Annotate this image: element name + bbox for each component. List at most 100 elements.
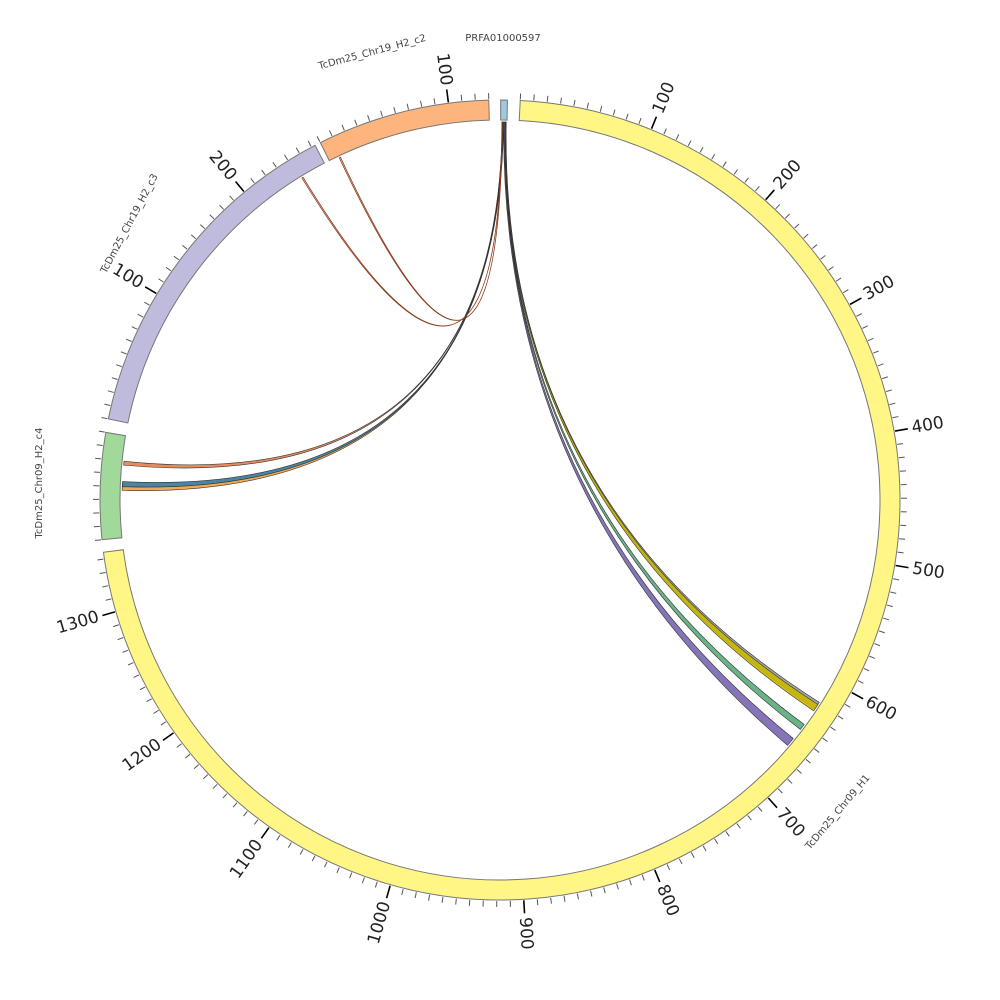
- minor-tick: [811, 244, 818, 249]
- minor-tick: [736, 823, 741, 829]
- link-H1[interactable]: [504, 121, 805, 730]
- tick-label: 1200: [119, 735, 166, 776]
- minor-tick: [131, 326, 138, 330]
- major-tick: [234, 180, 245, 192]
- minor-tick: [182, 245, 188, 250]
- chromosome-c3[interactable]: [107, 144, 325, 424]
- minor-tick: [814, 748, 820, 753]
- minor-tick: [638, 118, 642, 125]
- minor-tick: [678, 858, 683, 865]
- minor-tick: [625, 113, 629, 120]
- minor-tick: [690, 852, 695, 858]
- minor-tick: [229, 195, 234, 201]
- minor-tick: [127, 662, 134, 666]
- minor-tick: [144, 301, 150, 306]
- link-c2[interactable]: [338, 121, 503, 321]
- minor-tick: [219, 204, 225, 210]
- minor-tick: [892, 416, 899, 419]
- minor-tick: [883, 617, 890, 621]
- minor-tick: [222, 793, 228, 799]
- minor-tick: [203, 774, 209, 780]
- minor-tick: [341, 124, 345, 131]
- major-tick: [654, 869, 661, 883]
- minor-tick: [560, 97, 562, 104]
- minor-tick: [212, 783, 218, 789]
- major-tick: [650, 116, 658, 130]
- minor-tick: [886, 604, 893, 608]
- minor-tick: [787, 778, 793, 784]
- minor-tick: [158, 278, 164, 283]
- tick-label: 800: [652, 882, 683, 920]
- minor-tick: [276, 834, 281, 841]
- link-H1[interactable]: [504, 121, 819, 712]
- minor-tick: [744, 177, 749, 183]
- minor-tick: [243, 811, 248, 817]
- major-tick: [851, 691, 864, 700]
- minor-tick: [460, 94, 463, 101]
- chromosome-c4[interactable]: [99, 431, 127, 541]
- minor-tick: [822, 737, 828, 743]
- minor-tick: [393, 106, 396, 114]
- minor-tick: [354, 119, 358, 126]
- major-tick: [849, 297, 862, 306]
- chromosome-label: TcDm25_Chr09_H1: [803, 773, 873, 853]
- minor-tick: [546, 95, 549, 102]
- minor-tick: [777, 788, 783, 794]
- major-tick: [522, 900, 526, 914]
- chromosome-H1[interactable]: [102, 99, 901, 901]
- minor-tick: [107, 390, 114, 393]
- ideogram-layer: [99, 99, 901, 901]
- minor-tick: [120, 351, 127, 355]
- minor-tick: [299, 849, 304, 855]
- minor-tick: [185, 753, 191, 759]
- minor-tick: [96, 444, 103, 447]
- minor-tick: [733, 169, 738, 175]
- minor-tick: [284, 154, 289, 161]
- link-H1[interactable]: [503, 121, 794, 746]
- minor-tick: [835, 277, 842, 282]
- minor-tick: [414, 892, 417, 899]
- minor-tick: [890, 591, 897, 594]
- tick-label: 1100: [226, 836, 267, 883]
- minor-tick: [441, 896, 444, 903]
- minor-tick: [329, 130, 333, 137]
- minor-tick: [882, 376, 889, 380]
- links-layer: [121, 121, 820, 746]
- minor-tick: [794, 223, 800, 229]
- minor-tick: [757, 806, 763, 812]
- chromosome-PRFA01000597[interactable]: [500, 99, 508, 121]
- tick-label: 300: [860, 272, 898, 305]
- link-c4[interactable]: [121, 121, 504, 491]
- minor-tick: [261, 169, 266, 176]
- tick-label: 600: [862, 692, 900, 725]
- chromosome-c2[interactable]: [319, 99, 490, 162]
- minor-tick: [420, 100, 423, 107]
- minor-tick: [877, 363, 884, 367]
- minor-tick: [857, 680, 864, 684]
- chromosome-label: TcDm25_Chr09_H2_c4: [34, 428, 45, 540]
- minor-tick: [820, 255, 826, 260]
- minor-tick: [190, 234, 197, 240]
- tick-label: 1300: [54, 607, 101, 638]
- tick-label: 200: [205, 147, 241, 185]
- minor-tick: [133, 674, 140, 678]
- minor-tick: [139, 686, 146, 691]
- link-c3[interactable]: [301, 121, 503, 327]
- minor-tick: [805, 758, 811, 764]
- minor-tick: [307, 140, 312, 147]
- minor-tick: [899, 538, 906, 540]
- chromosome-label: PRFA01000597: [465, 33, 541, 44]
- tick-label: 100: [432, 52, 456, 87]
- minor-tick: [869, 655, 876, 659]
- minor-tick: [193, 764, 200, 769]
- ticks-layer: [92, 89, 909, 914]
- minor-tick: [675, 134, 680, 140]
- major-tick: [895, 564, 909, 569]
- minor-tick: [433, 98, 436, 105]
- minor-tick: [104, 403, 111, 406]
- minor-tick: [455, 898, 457, 905]
- link-c4[interactable]: [121, 121, 504, 488]
- minor-tick: [428, 894, 431, 901]
- minor-tick: [893, 578, 900, 581]
